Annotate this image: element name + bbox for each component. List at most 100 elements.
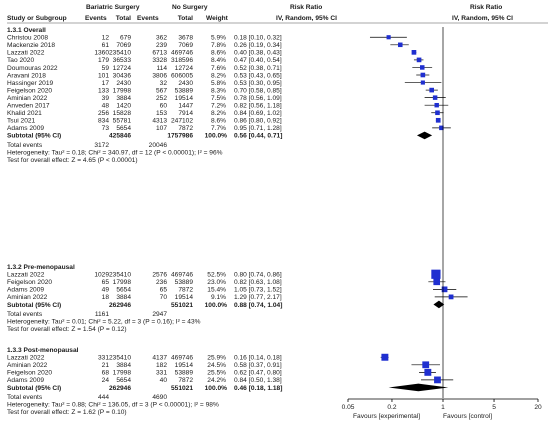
subtotal-diamond bbox=[388, 383, 449, 392]
study-marker bbox=[431, 269, 441, 279]
study-name: Mackenzie 2018 bbox=[7, 42, 55, 49]
study-ci: 0.82 [0.63, 1.08] bbox=[234, 279, 282, 286]
study-name: Adams 2009 bbox=[7, 377, 44, 384]
study-weight: 25.5% bbox=[207, 370, 226, 377]
study-events2: 70 bbox=[160, 294, 168, 301]
study-events1: 24 bbox=[102, 377, 110, 384]
study-total2: 318596 bbox=[171, 57, 193, 64]
study-ci: 0.84 [0.50, 1.38] bbox=[234, 377, 282, 384]
study-total1: 5654 bbox=[116, 377, 131, 384]
study-marker bbox=[433, 278, 441, 286]
study-total1: 2430 bbox=[116, 80, 131, 87]
total-events-label: Total events bbox=[7, 142, 43, 149]
study-marker bbox=[429, 87, 435, 93]
study-ci: 0.95 [0.71, 1.28] bbox=[234, 125, 282, 132]
header-total1: Total bbox=[116, 15, 131, 22]
study-weight: 7.5% bbox=[211, 95, 226, 102]
study-events1: 73 bbox=[102, 125, 110, 132]
study-name: Tao 2020 bbox=[7, 57, 34, 64]
study-total2: 7872 bbox=[178, 377, 193, 384]
study-total2: 1447 bbox=[178, 103, 193, 110]
study-total2: 7914 bbox=[178, 110, 193, 117]
study-weight: 8.4% bbox=[211, 57, 226, 64]
study-ci: 0.47 [0.40, 0.54] bbox=[234, 57, 282, 64]
study-marker bbox=[448, 294, 454, 300]
favours-right-label: Favours [control] bbox=[443, 413, 492, 420]
study-name: Feigelson 2020 bbox=[7, 87, 52, 94]
study-events1: 256 bbox=[98, 110, 109, 117]
study-total1: 17998 bbox=[113, 279, 132, 286]
study-events1: 39 bbox=[102, 95, 110, 102]
study-ci: 0.86 [0.80, 0.92] bbox=[234, 118, 282, 125]
study-events2: 3806 bbox=[152, 72, 167, 79]
header-group1: Bariatric Surgery bbox=[86, 4, 140, 11]
subtotal-total2: 551021 bbox=[171, 385, 193, 392]
header-group2: No Surgery bbox=[172, 4, 208, 11]
study-events1: 834 bbox=[98, 118, 109, 125]
study-events1: 49 bbox=[102, 287, 110, 294]
study-name: Doumouras 2022 bbox=[7, 65, 58, 72]
x-tick-label: 0.2 bbox=[387, 404, 396, 411]
study-events2: 153 bbox=[156, 110, 167, 117]
total-events-label: Total events bbox=[7, 311, 43, 318]
study-total2: 12724 bbox=[175, 65, 194, 72]
study-ci: 0.52 [0.38, 0.71] bbox=[234, 65, 282, 72]
subtotal-weight: 100.0% bbox=[205, 133, 228, 140]
study-ci: 0.18 [0.10, 0.32] bbox=[234, 35, 282, 42]
study-total2: 7069 bbox=[178, 42, 193, 49]
study-marker bbox=[441, 286, 448, 293]
study-weight: 7.2% bbox=[211, 103, 226, 110]
study-marker bbox=[439, 125, 444, 131]
study-ci: 1.29 [0.77, 2.17] bbox=[234, 294, 282, 301]
study-total1: 3884 bbox=[116, 95, 131, 102]
heterogeneity-text: Heterogeneity: Tau² = 0.01; Chi² = 5.22,… bbox=[7, 318, 201, 325]
study-name: Lazzati 2022 bbox=[7, 50, 45, 57]
study-ci: 0.53 [0.43, 0.65] bbox=[234, 72, 282, 79]
study-events1: 179 bbox=[98, 57, 109, 64]
study-events2: 567 bbox=[156, 87, 167, 94]
study-events2: 3328 bbox=[152, 57, 167, 64]
study-events2: 2576 bbox=[152, 272, 167, 279]
study-total1: 3884 bbox=[116, 362, 131, 369]
study-marker bbox=[411, 50, 417, 55]
study-events1: 59 bbox=[102, 65, 110, 72]
study-weight: 7.8% bbox=[211, 42, 226, 49]
study-name: Tsui 2021 bbox=[7, 118, 36, 125]
study-total2: 53889 bbox=[175, 370, 194, 377]
heterogeneity-text: Heterogeneity: Tau² = 0.88; Chi² = 136.0… bbox=[7, 401, 219, 408]
study-name: Lazzati 2022 bbox=[7, 272, 45, 279]
study-name: Anveden 2017 bbox=[7, 103, 50, 110]
study-ci: 0.53 [0.30, 0.95] bbox=[234, 80, 282, 87]
study-ci: 0.26 [0.19, 0.34] bbox=[234, 42, 282, 49]
study-total1: 235410 bbox=[109, 272, 131, 279]
study-marker bbox=[381, 353, 389, 361]
subtotal-weight: 100.0% bbox=[205, 302, 228, 309]
study-ci: 0.84 [0.69, 1.02] bbox=[234, 110, 282, 117]
heterogeneity-text: Heterogeneity: Tau² = 0.18; Chi² = 340.9… bbox=[7, 149, 223, 156]
study-name: Hassinger 2019 bbox=[7, 80, 54, 87]
study-events2: 6713 bbox=[152, 50, 167, 57]
study-events1: 17 bbox=[102, 80, 110, 87]
plot-marks bbox=[369, 27, 468, 398]
study-events2: 32 bbox=[160, 80, 168, 87]
study-weight: 15.4% bbox=[207, 287, 226, 294]
header-method-right: IV, Random, 95% CI bbox=[452, 15, 513, 22]
study-total2: 469746 bbox=[171, 355, 193, 362]
study-events2: 362 bbox=[156, 35, 167, 42]
study-total1: 235410 bbox=[109, 355, 131, 362]
total-events-label: Total events bbox=[7, 394, 43, 401]
subtotal-total1: 262946 bbox=[109, 385, 131, 392]
study-events2: 4137 bbox=[152, 355, 167, 362]
study-total2: 19514 bbox=[175, 95, 194, 102]
subtotal-ci: 0.46 [0.18, 1.18] bbox=[234, 385, 282, 392]
x-tick-label: 20 bbox=[534, 404, 542, 411]
x-tick-label: 1 bbox=[441, 404, 445, 411]
study-events1: 133 bbox=[98, 87, 109, 94]
study-events1: 65 bbox=[102, 279, 110, 286]
study-total1: 235410 bbox=[109, 50, 131, 57]
study-events1: 331 bbox=[98, 355, 109, 362]
study-weight: 8.3% bbox=[211, 87, 226, 94]
study-weight: 5.9% bbox=[211, 35, 226, 42]
